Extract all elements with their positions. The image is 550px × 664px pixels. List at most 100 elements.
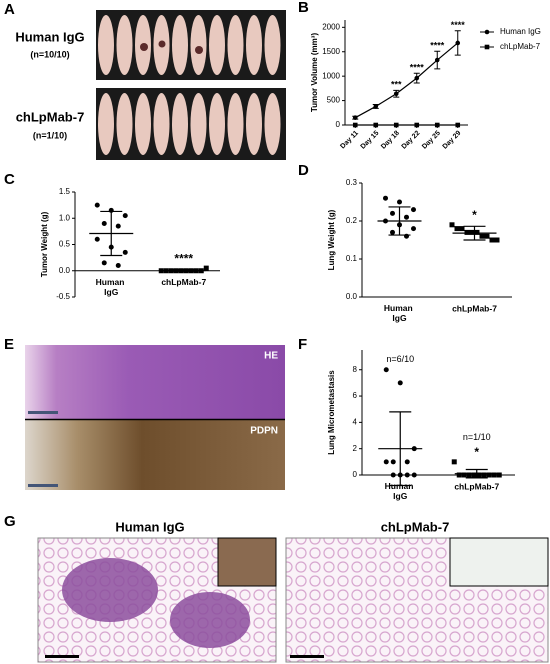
- marker: [474, 229, 480, 235]
- marker: [451, 459, 457, 465]
- significance: ****: [174, 251, 193, 265]
- marker: [393, 122, 399, 128]
- mouse: [116, 15, 133, 75]
- marker: [411, 207, 416, 213]
- marker: [411, 226, 416, 232]
- pdpn-image: [25, 420, 285, 490]
- marker: [404, 233, 409, 239]
- marker: [456, 472, 462, 478]
- mouse: [246, 15, 262, 75]
- mouse: [98, 15, 114, 75]
- y-tick-label: 8: [353, 365, 358, 374]
- group-name: Human IgG: [15, 29, 84, 44]
- marker: [494, 237, 500, 243]
- panel-letter: D: [298, 162, 309, 179]
- panel-letter: B: [298, 0, 309, 16]
- significance: ****: [430, 41, 445, 51]
- marker: [122, 249, 128, 255]
- marker: [390, 472, 396, 478]
- x-tick-label: chLpMab-7: [161, 277, 206, 287]
- mouse: [264, 93, 281, 155]
- series-line: [354, 42, 459, 119]
- scale-bar: [28, 484, 58, 487]
- x-tick-label: Human IgG: [384, 303, 415, 323]
- marker: [383, 195, 388, 201]
- sd-bar: [389, 411, 412, 487]
- group-label: n=6/10: [386, 354, 414, 364]
- tumor: [158, 40, 166, 48]
- image-title: chLpMab-7: [381, 519, 450, 534]
- marker: [373, 122, 379, 128]
- mouse: [209, 15, 225, 75]
- y-axis-label: Tumor Volume (mm³): [310, 33, 319, 113]
- marker: [158, 268, 164, 274]
- marker: [94, 202, 100, 208]
- marker: [455, 40, 461, 46]
- legend-label: chLpMab-7: [500, 42, 541, 51]
- inset: [449, 537, 549, 587]
- metastasis: [170, 592, 250, 648]
- marker: [393, 91, 399, 97]
- x-tick-label: chLpMab-7: [454, 481, 499, 491]
- y-tick-label: 500: [327, 96, 341, 105]
- x-tick-label: Day 25: [421, 130, 442, 151]
- he-image: [25, 345, 285, 419]
- scale-bar: [45, 655, 79, 658]
- marker: [414, 122, 420, 128]
- marker: [476, 472, 482, 478]
- y-axis-label: Lung Micrometastasis: [327, 370, 336, 455]
- mouse: [135, 93, 151, 155]
- tumor: [195, 46, 203, 54]
- group-label: n=1/10: [463, 432, 491, 442]
- mouse: [227, 15, 244, 75]
- y-tick-label: 1000: [322, 71, 340, 80]
- sd-bar: [463, 225, 486, 241]
- stain-label: HE: [264, 351, 278, 362]
- mouse: [172, 93, 188, 155]
- marker: [484, 233, 490, 239]
- group-name: chLpMab-7: [16, 109, 85, 124]
- marker: [397, 380, 403, 386]
- x-tick-label: Human IgG: [96, 277, 127, 297]
- legend-label: Human IgG: [500, 27, 541, 36]
- group-count: (n=10/10): [30, 49, 69, 59]
- marker: [411, 472, 417, 478]
- x-tick-label: Day 15: [360, 130, 381, 151]
- marker: [449, 222, 455, 228]
- sd-bar: [172, 269, 195, 272]
- marker: [94, 236, 100, 242]
- y-tick-label: 6: [353, 391, 358, 400]
- y-tick-label: 0: [336, 120, 341, 129]
- y-tick-label: 1.5: [59, 187, 71, 196]
- y-tick-label: 0.5: [59, 240, 71, 249]
- group-count: (n=1/10): [33, 130, 67, 140]
- panel-letter: G: [4, 513, 16, 530]
- marker: [404, 459, 410, 465]
- marker: [414, 75, 420, 81]
- mouse: [209, 93, 225, 155]
- significance: *: [474, 445, 479, 459]
- marker: [101, 221, 107, 226]
- y-tick-label: -0.5: [56, 292, 70, 301]
- y-tick-label: 0.3: [346, 178, 358, 187]
- marker: [373, 104, 379, 109]
- sd-bar: [100, 210, 123, 257]
- marker: [390, 459, 396, 465]
- marker: [491, 472, 497, 478]
- x-tick-label: Day 18: [380, 130, 401, 151]
- y-tick-label: 2: [353, 444, 358, 453]
- y-tick-label: 0.1: [346, 254, 358, 263]
- panel-letter: C: [4, 171, 15, 188]
- marker: [115, 223, 121, 229]
- y-tick-label: 0.0: [59, 266, 71, 275]
- y-tick-label: 2000: [322, 22, 340, 31]
- mouse: [246, 93, 262, 155]
- marker: [203, 265, 209, 271]
- mouse: [98, 93, 114, 155]
- sd-bar: [465, 468, 488, 479]
- marker: [434, 57, 440, 63]
- marker: [404, 472, 410, 478]
- marker: [489, 237, 495, 243]
- mouse: [227, 93, 244, 155]
